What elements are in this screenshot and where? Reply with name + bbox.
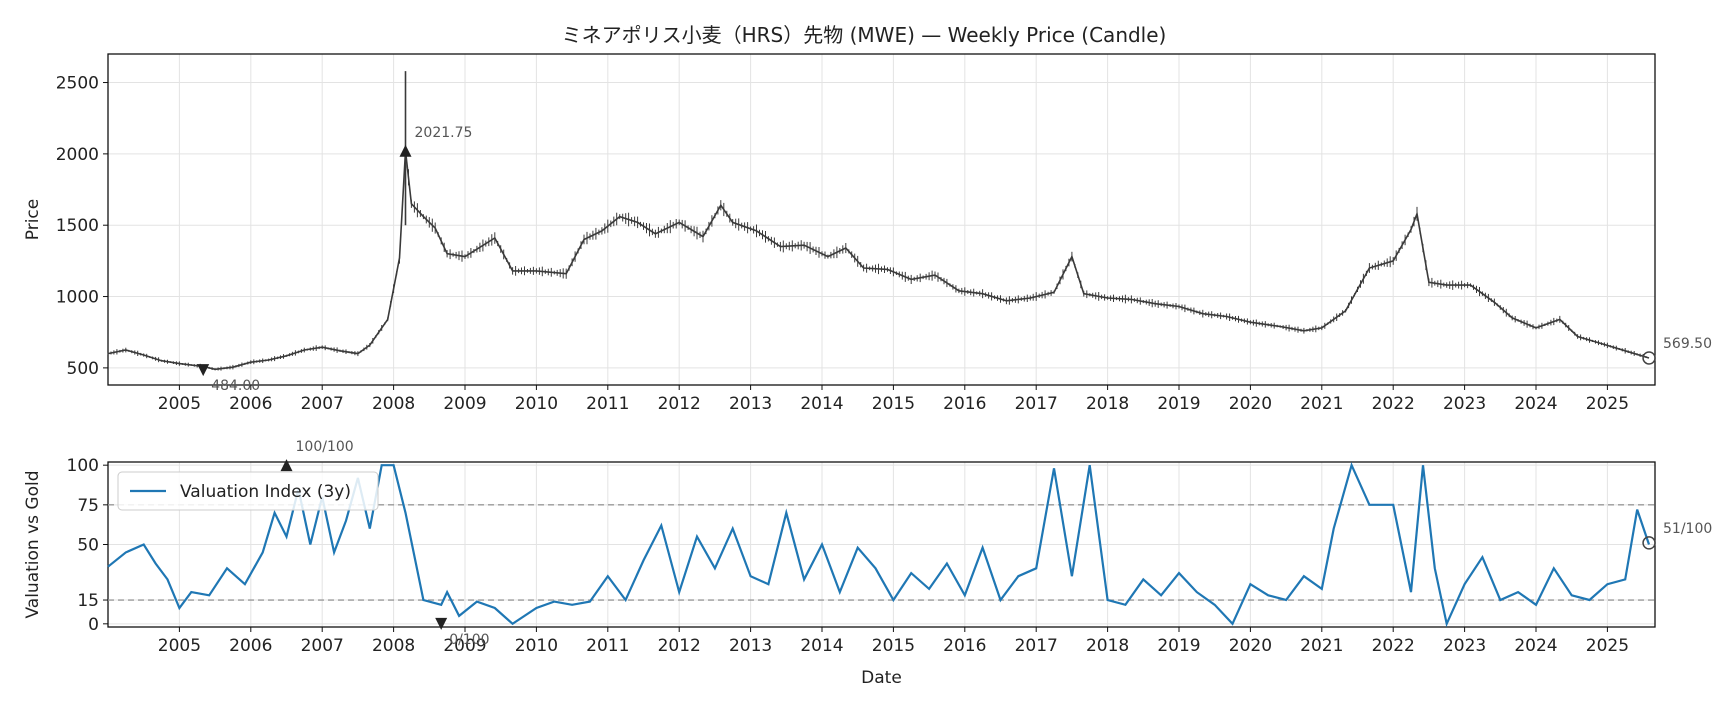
y-axis-label: Price (23, 199, 43, 240)
x-tick-label: 2007 (301, 394, 344, 414)
y-tick-label: 100 (67, 456, 99, 476)
x-tick-label: 2008 (372, 636, 415, 656)
last-marker (1642, 351, 1656, 365)
y-tick-label: 1500 (56, 216, 99, 236)
max-marker (280, 459, 293, 472)
x-tick-label: 2024 (1514, 636, 1557, 656)
legend-box (117, 471, 379, 511)
x-tick-label: 2005 (158, 394, 201, 414)
x-tick-label: 2019 (1157, 636, 1200, 656)
price-axes: 2005 2006 2007 2008 2009 2010 2011 2012 2013 2014… (23, 53, 1712, 414)
y-tick-label: 2000 (56, 145, 99, 165)
x-tick-label: 2020 (1229, 636, 1272, 656)
x-tick-label: 2015 (872, 636, 915, 656)
valuation-series-line (107, 461, 1651, 628)
x-tick-label: 2012 (658, 394, 701, 414)
last-marker (1642, 536, 1656, 550)
x-tick-label: 2011 (586, 394, 629, 414)
x-tick-label: 2023 (1443, 394, 1486, 414)
x-tick-label: 2006 (229, 636, 272, 656)
x-tick-label: 2020 (1229, 394, 1272, 414)
legend: Valuation Index (3y) (117, 471, 379, 511)
x-tick-label: 2012 (658, 636, 701, 656)
min-annotation: 0/100 (449, 632, 489, 648)
min-marker (197, 364, 210, 377)
y-tick-label: 0 (88, 615, 99, 635)
chart-title: ミネアポリス小麦（HRS）先物 (MWE) — Weekly Price (Ca… (562, 23, 1167, 47)
x-tick-label: 2013 (729, 636, 772, 656)
last-annotation: 569.50 (1663, 336, 1712, 352)
x-tick-label: 2008 (372, 394, 415, 414)
max-annotation: 2021.75 (415, 125, 473, 141)
valuation-axes: 2005 2006 2007 2008 2009 2010 2011 2012 2013 2014… (23, 439, 1712, 688)
price-series-line (107, 150, 1650, 371)
x-tick-label: 2016 (943, 394, 986, 414)
x-tick-label: 2009 (443, 394, 486, 414)
x-tick-label: 2017 (1015, 394, 1058, 414)
x-tick-label: 2023 (1443, 636, 1486, 656)
x-tick-label: 2022 (1372, 394, 1415, 414)
x-tick-label: 2016 (943, 636, 986, 656)
x-tick-label: 2005 (158, 636, 201, 656)
x-tick-label: 2022 (1372, 636, 1415, 656)
y-axis-label: Valuation vs Gold (23, 470, 43, 618)
x-tick-label: 2021 (1300, 394, 1343, 414)
x-tick-label: 2025 (1586, 636, 1629, 656)
axes-frame (107, 53, 1656, 386)
legend-label: Valuation Index (3y) (180, 482, 351, 502)
x-tick-label: 2018 (1086, 636, 1129, 656)
y-tick-label: 50 (77, 536, 99, 556)
x-tick-label: 2019 (1157, 394, 1200, 414)
y-tick-label: 500 (67, 359, 99, 379)
x-tick-label: 2014 (800, 636, 843, 656)
x-tick-label: 2013 (729, 394, 772, 414)
x-tick-label: 2011 (586, 636, 629, 656)
last-annotation: 51/100 (1663, 521, 1712, 537)
y-tick-label: 75 (77, 496, 99, 516)
x-tick-label: 2025 (1586, 394, 1629, 414)
x-axis-label: Date (861, 668, 902, 688)
x-tick-label: 2018 (1086, 394, 1129, 414)
max-annotation: 100/100 (296, 439, 354, 455)
x-tick-label: 2006 (229, 394, 272, 414)
y-tick-label: 1000 (56, 288, 99, 308)
x-tick-label: 2010 (515, 394, 558, 414)
x-tick-label: 2021 (1300, 636, 1343, 656)
x-tick-label: 2007 (301, 636, 344, 656)
x-tick-label: 2014 (800, 394, 843, 414)
min-marker (435, 617, 448, 630)
x-tick-label: 2024 (1514, 394, 1557, 414)
x-tick-label: 2015 (872, 394, 915, 414)
y-tick-label: 2500 (56, 74, 99, 94)
x-tick-label: 2010 (515, 636, 558, 656)
y-tick-label: 15 (77, 591, 99, 611)
max-marker (399, 144, 412, 157)
x-tick-label: 2017 (1015, 636, 1058, 656)
min-annotation: 484.00 (211, 378, 260, 394)
x-tick-label: 2009 (443, 636, 486, 656)
